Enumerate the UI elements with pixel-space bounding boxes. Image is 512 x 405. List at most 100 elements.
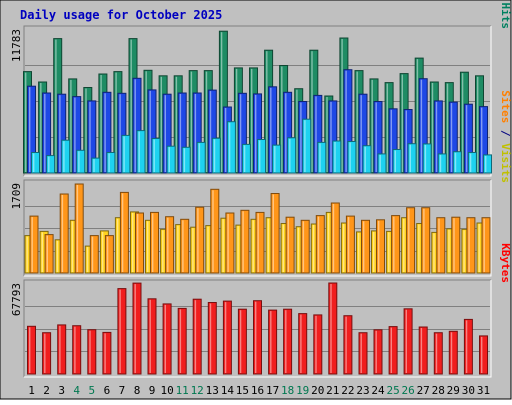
bar-kbytes-day-12 bbox=[192, 298, 202, 375]
bar-highlight bbox=[104, 93, 106, 172]
bar-highlight bbox=[130, 39, 132, 172]
bar-highlight bbox=[222, 219, 224, 272]
day-label-20: 20 bbox=[311, 384, 324, 397]
bar-highlight bbox=[183, 148, 186, 172]
bar-highlight bbox=[390, 327, 392, 373]
bar-highlight bbox=[55, 39, 57, 172]
bar-highlight bbox=[71, 221, 74, 272]
bar-pages-day-15 bbox=[241, 143, 251, 174]
bar-highlight bbox=[281, 66, 283, 172]
bar-sites-day-18 bbox=[285, 216, 295, 274]
bar-highlight bbox=[164, 304, 166, 373]
bar-kbytes-day-9 bbox=[147, 298, 157, 375]
bar-sites-day-29 bbox=[451, 216, 461, 274]
bar-highlight bbox=[300, 102, 302, 172]
bar-highlight bbox=[167, 217, 169, 272]
bar-kbytes-day-28 bbox=[433, 332, 443, 375]
bar-highlight bbox=[360, 333, 362, 373]
bar-kbytes-day-30 bbox=[463, 318, 473, 375]
bar-highlight bbox=[251, 68, 253, 172]
day-label-21: 21 bbox=[326, 384, 339, 397]
bar-highlight bbox=[270, 311, 272, 373]
bar-highlight bbox=[74, 326, 76, 373]
bar-sites-day-14 bbox=[225, 212, 235, 274]
bar-sites-day-16 bbox=[255, 211, 265, 274]
bar-highlight bbox=[465, 320, 468, 373]
bar-highlight bbox=[224, 108, 227, 172]
bar-pages-day-8 bbox=[136, 130, 146, 174]
day-label-22: 22 bbox=[341, 384, 354, 397]
panel-series-label: KBytes bbox=[499, 243, 512, 283]
bar-highlight bbox=[373, 231, 375, 272]
bar-sites-day-31 bbox=[481, 217, 491, 274]
bar-kbytes-day-24 bbox=[373, 329, 383, 375]
bar-highlight bbox=[287, 218, 289, 272]
bar-sites-day-11 bbox=[180, 218, 190, 274]
bar-highlight bbox=[347, 217, 350, 272]
bar-highlight bbox=[438, 218, 440, 272]
day-label-23: 23 bbox=[356, 384, 369, 397]
bar-highlight bbox=[266, 51, 268, 173]
bar-highlight bbox=[317, 216, 320, 272]
bar-kbytes-day-16 bbox=[253, 300, 262, 375]
bar-highlight bbox=[416, 59, 419, 172]
bar-highlight bbox=[439, 154, 442, 172]
series-label-part: Visits bbox=[499, 143, 512, 183]
series-label-part: Sites bbox=[499, 90, 512, 123]
bar-pages-day-17 bbox=[272, 144, 282, 174]
bar-highlight bbox=[282, 224, 284, 272]
panel-series-label: Sites / Visits bbox=[499, 90, 512, 183]
bar-highlight bbox=[304, 120, 306, 172]
bar-highlight bbox=[134, 284, 136, 373]
bar-sites-day-3 bbox=[59, 193, 69, 274]
ymax-label: 67793 bbox=[10, 283, 23, 316]
bar-highlight bbox=[115, 72, 117, 172]
bar-highlight bbox=[132, 212, 134, 272]
bar-kbytes-day-29 bbox=[448, 330, 458, 375]
day-label-29: 29 bbox=[447, 384, 460, 397]
bar-pages-day-19 bbox=[302, 118, 312, 174]
bar-sites-day-17 bbox=[270, 193, 280, 274]
bar-kbytes-day-15 bbox=[237, 308, 247, 375]
bar-pages-day-25 bbox=[392, 149, 402, 174]
bar-pages-day-13 bbox=[211, 137, 221, 174]
bar-highlight bbox=[418, 224, 420, 272]
bar-sites-day-1 bbox=[29, 215, 39, 274]
bar-highlight bbox=[446, 83, 449, 172]
bar-highlight bbox=[119, 289, 121, 373]
bar-sites-day-25 bbox=[391, 215, 401, 274]
bar-pages-day-23 bbox=[362, 145, 372, 174]
bar-highlight bbox=[119, 94, 121, 172]
bar-highlight bbox=[315, 96, 317, 172]
bar-highlight bbox=[33, 153, 35, 172]
bar-highlight bbox=[31, 217, 33, 272]
bar-highlight bbox=[147, 221, 149, 272]
bar-kbytes-day-22 bbox=[343, 315, 353, 375]
bar-highlight bbox=[450, 332, 453, 373]
bar-highlight bbox=[91, 236, 94, 272]
bar-kbytes-day-13 bbox=[207, 302, 217, 375]
day-label-13: 13 bbox=[206, 384, 219, 397]
day-label-10: 10 bbox=[160, 384, 173, 397]
day-label-15: 15 bbox=[236, 384, 249, 397]
day-label-14: 14 bbox=[221, 384, 235, 397]
bar-highlight bbox=[272, 194, 274, 272]
bar-highlight bbox=[198, 143, 201, 172]
day-label-17: 17 bbox=[266, 384, 279, 397]
bar-highlight bbox=[194, 94, 197, 172]
series-label-part: / bbox=[499, 0, 512, 3]
day-label-12: 12 bbox=[191, 384, 204, 397]
bar-highlight bbox=[345, 316, 347, 373]
bar-pages-day-2 bbox=[46, 155, 56, 174]
bar-highlight bbox=[227, 214, 229, 272]
bar-highlight bbox=[334, 142, 336, 172]
bar-highlight bbox=[393, 216, 395, 272]
bar-sites-day-26 bbox=[406, 207, 416, 274]
bar-pages-day-20 bbox=[317, 141, 327, 174]
day-label-16: 16 bbox=[251, 384, 264, 397]
bar-highlight bbox=[481, 336, 483, 373]
day-label-19: 19 bbox=[296, 384, 309, 397]
series-pages bbox=[31, 118, 492, 174]
bar-highlight bbox=[453, 218, 455, 272]
